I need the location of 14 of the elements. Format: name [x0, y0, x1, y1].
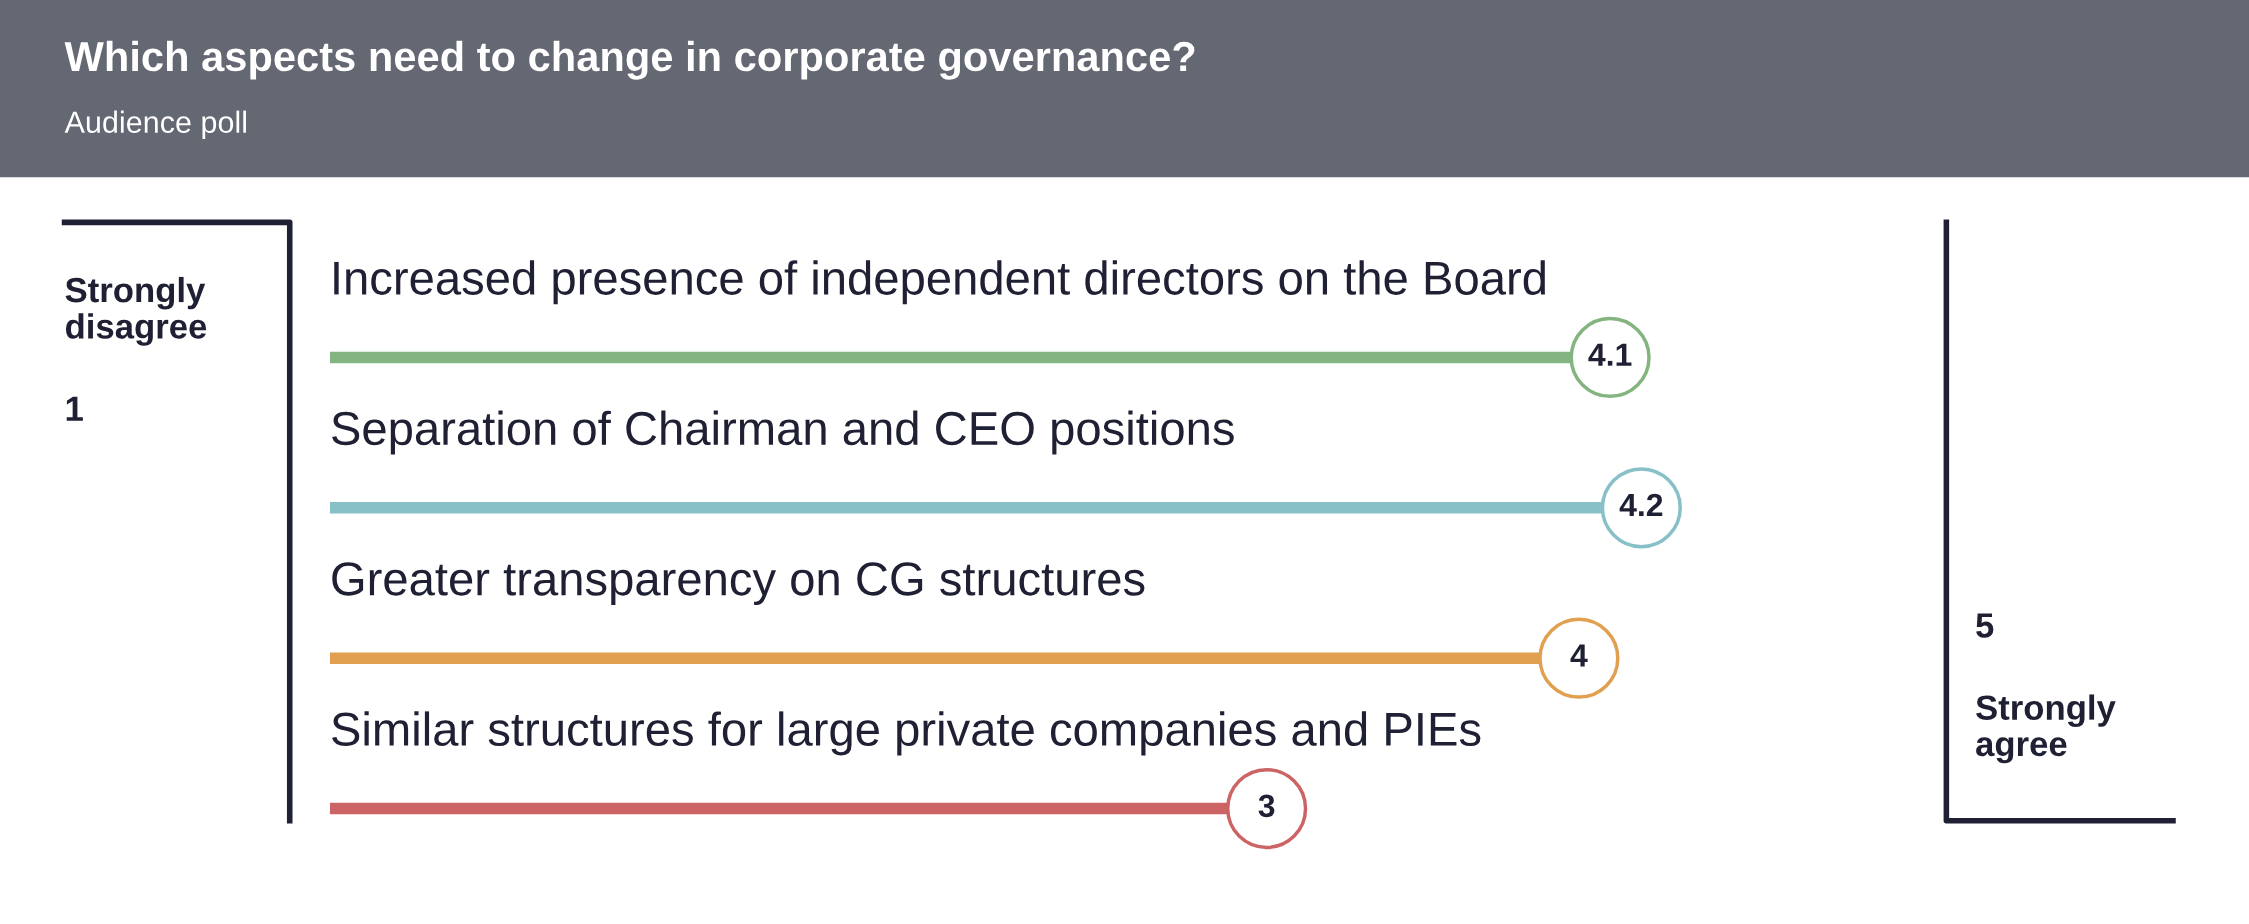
y-tick-label: Increased presence of independent directors on the Board: [334, 260, 1545, 305]
text: 1: [66, 396, 83, 421]
data-label: 4: [1570, 644, 1588, 667]
y-tick-label: Similar structures for large private companies and PIEs: [332, 711, 1481, 756]
data-label: 4.2: [1619, 493, 1663, 517]
text: Audience poll: [64, 110, 246, 140]
y-tick-label: Greater transparency on CG structures: [332, 562, 1145, 605]
data-label: 3: [1258, 794, 1275, 818]
y-tick-label: Separation of Chairman and CEO positions: [332, 410, 1234, 455]
text: Strongly disagree: [65, 276, 207, 346]
text: Which aspects need to change in corporate governance?: [64, 40, 1195, 80]
text: 5: [1976, 613, 1994, 638]
text: Strongly agree: [1976, 694, 2116, 764]
data-label: 4.1: [1588, 343, 1632, 366]
